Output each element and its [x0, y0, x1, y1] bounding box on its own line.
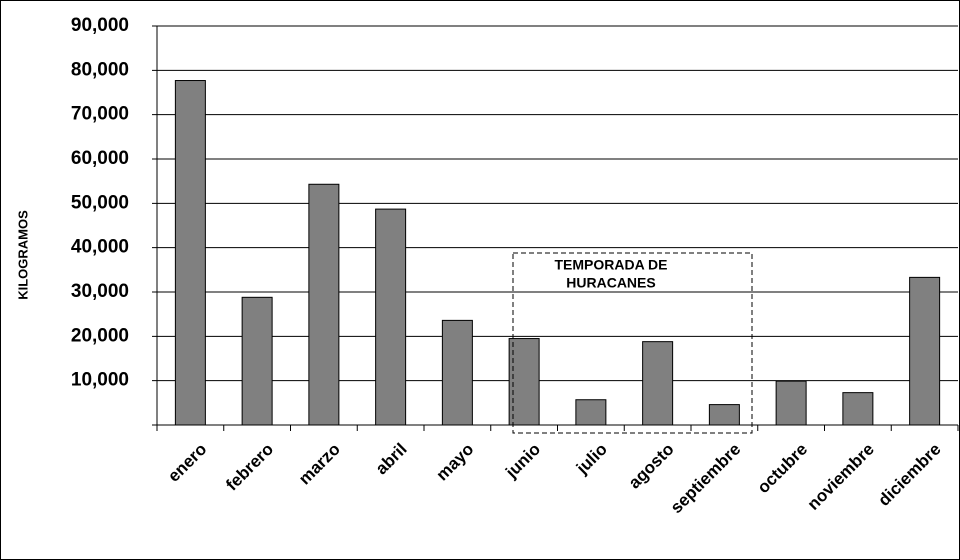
y-tick-label: 70,000 — [71, 104, 129, 125]
annotation-box — [512, 252, 753, 434]
bar — [308, 183, 340, 426]
bar — [241, 296, 273, 426]
y-tick-label: 20,000 — [71, 325, 129, 346]
y-tick-label: 30,000 — [71, 281, 129, 302]
y-tick-label: 90,000 — [71, 15, 129, 36]
y-tick-label: 10,000 — [71, 370, 129, 391]
y-tick-label: 50,000 — [71, 192, 129, 213]
bar — [174, 80, 206, 426]
bar — [909, 276, 941, 426]
bar — [708, 404, 740, 426]
bar — [441, 319, 473, 426]
bar — [842, 392, 874, 426]
bar — [375, 208, 407, 426]
y-tick-label: 60,000 — [71, 148, 129, 169]
bar — [575, 399, 607, 426]
bar — [642, 341, 674, 426]
annotation: HURACANES — [566, 275, 655, 291]
y-tick-label: 40,000 — [71, 237, 129, 258]
annotation: TEMPORADA DE — [554, 257, 667, 273]
bar — [775, 380, 807, 426]
y-axis-label: KILOGRAMOS — [15, 210, 30, 300]
bar — [508, 338, 540, 426]
y-tick-label: 80,000 — [71, 59, 129, 80]
